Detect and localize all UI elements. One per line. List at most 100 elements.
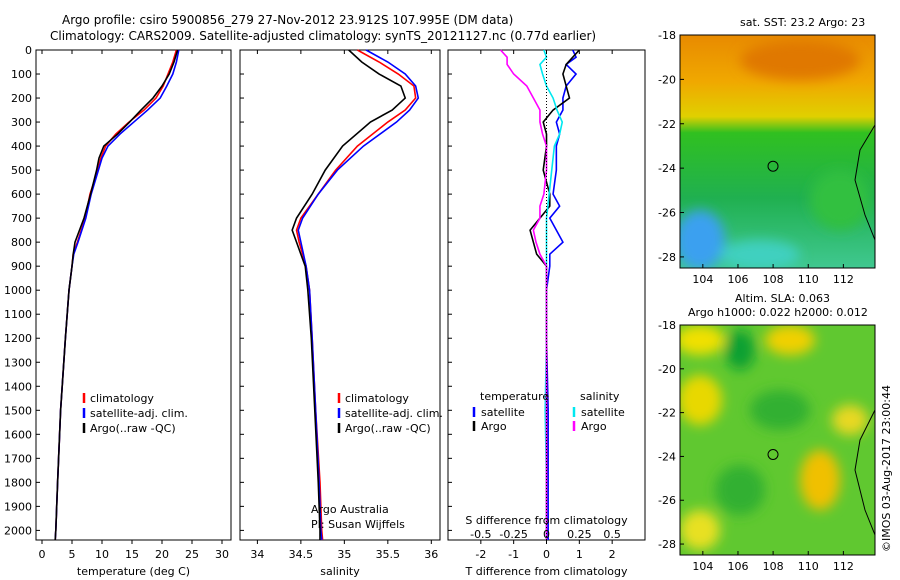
x2-tick-label: 0.25 [567, 528, 592, 541]
x-tick-label: 25 [185, 548, 199, 561]
map-y-tick-label: -18 [658, 29, 676, 42]
sla-map-subtitle: Argo h1000: 0.022 h2000: 0.012 [688, 306, 868, 319]
legend-label: satellite-adj. clim. [90, 407, 188, 420]
y-tick-label: 1100 [4, 308, 32, 321]
y-tick-label: 1900 [4, 500, 32, 513]
y-tick-label: 0 [25, 44, 32, 57]
credit-text: ©IMOS 03-Aug-2017 23:00:44 [880, 385, 893, 552]
map-x-tick-label: 112 [833, 560, 854, 573]
x2-tick-label: -0.5 [470, 528, 491, 541]
sla-map [680, 325, 875, 555]
map-x-tick-label: 108 [763, 273, 784, 286]
map-y-tick-label: -22 [658, 407, 676, 420]
x2-tick-label: -0.25 [499, 528, 527, 541]
legend-label: Argo [581, 420, 607, 433]
x-tick-label: 36 [424, 548, 438, 561]
map-x-tick-label: 110 [798, 560, 819, 573]
x-tick-label: 35 [337, 548, 351, 561]
x-tick-label: 5 [69, 548, 76, 561]
x-tick-label: 0 [39, 548, 46, 561]
map-frame [679, 324, 876, 556]
x-axis-label: salinity [320, 565, 360, 578]
legend-label: Argo(..raw -QC) [345, 422, 431, 435]
argo-location-marker [767, 160, 779, 172]
x-tick-label: 10 [95, 548, 109, 561]
map-y-tick-label: -28 [658, 251, 676, 264]
map-y-tick-label: -18 [658, 319, 676, 332]
series-line-climatology [295, 49, 417, 541]
y-tick-label: 1600 [4, 428, 32, 441]
y-tick-label: 600 [11, 188, 32, 201]
x2-tick-label: 0.5 [603, 528, 621, 541]
x-axis-label: T difference from climatology [465, 565, 628, 578]
x-tick-label: 0 [543, 548, 550, 561]
panel-1-frame [35, 49, 232, 541]
map-x-tick-label: 108 [763, 560, 784, 573]
map-y-tick-label: -26 [658, 207, 676, 220]
title-line-1: Argo profile: csiro 5900856_279 27-Nov-2… [62, 13, 514, 27]
legend-label: climatology [90, 392, 154, 405]
map-x-tick-label: 112 [833, 273, 854, 286]
map-y-tick-label: -24 [658, 162, 676, 175]
series-line-temperature-argo [529, 49, 580, 540]
map-y-tick-label: -22 [658, 118, 676, 131]
x-tick-label: -2 [475, 548, 486, 561]
y-tick-label: 1800 [4, 476, 32, 489]
x-tick-label: 34.5 [289, 548, 314, 561]
series-line-salinity-argo [499, 49, 548, 540]
map-x-tick-label: 104 [692, 273, 713, 286]
map-y-tick-label: -26 [658, 494, 676, 507]
legend-header-temperature: temperature [480, 390, 549, 403]
y-tick-label: 700 [11, 212, 32, 225]
sst-map [680, 35, 875, 268]
map-x-tick-label: 104 [692, 560, 713, 573]
annotation-argo-australia: Argo Australia [311, 503, 389, 516]
y-tick-label: 800 [11, 236, 32, 249]
y-tick-label: 2000 [4, 524, 32, 537]
map-y-tick-label: -28 [658, 538, 676, 551]
sla-map-title: Altim. SLA: 0.063 [735, 292, 831, 305]
sst-map-title: sat. SST: 23.2 Argo: 23 [740, 16, 866, 29]
panel-2-frame [239, 49, 441, 541]
title-line-2: Climatology: CARS2009. Satellite-adjuste… [50, 29, 597, 43]
y-tick-label: 1000 [4, 284, 32, 297]
map-y-tick-label: -20 [658, 363, 676, 376]
y-tick-label: 200 [11, 92, 32, 105]
legend-label: Argo(..raw -QC) [90, 422, 176, 435]
x-tick-label: 30 [215, 548, 229, 561]
map-x-tick-label: 106 [727, 560, 748, 573]
y-tick-label: 300 [11, 116, 32, 129]
legend-label: satellite [581, 406, 625, 419]
y-tick-label: 100 [11, 68, 32, 81]
y-tick-label: 1500 [4, 404, 32, 417]
map-frame [679, 34, 876, 269]
series-line-argo-raw-qc- [291, 49, 407, 540]
legend-label: Argo [481, 420, 507, 433]
y-tick-label: 1400 [4, 380, 32, 393]
map-x-tick-label: 110 [798, 273, 819, 286]
legend-label: satellite [481, 406, 525, 419]
argo-location-marker [767, 449, 779, 461]
y-tick-label: 500 [11, 164, 32, 177]
x-tick-label: 2 [609, 548, 616, 561]
legend-header-salinity: salinity [580, 390, 620, 403]
map-y-tick-label: -20 [658, 73, 676, 86]
x-tick-label: 1 [576, 548, 583, 561]
y-tick-label: 1200 [4, 332, 32, 345]
x2-tick-label: 0 [543, 528, 550, 541]
x2-axis-label: S difference from climatology [465, 514, 628, 527]
series-line-satellite-adj-clim- [297, 49, 420, 541]
annotation-pi: PI: Susan Wijffels [311, 518, 405, 531]
series-line-climatology [54, 49, 178, 541]
map-y-tick-label: -24 [658, 450, 676, 463]
map-x-tick-label: 106 [727, 273, 748, 286]
y-tick-label: 400 [11, 140, 32, 153]
x-tick-label: 15 [125, 548, 139, 561]
x-tick-label: 20 [155, 548, 169, 561]
y-tick-label: 1700 [4, 452, 32, 465]
series-line-argo-raw-qc- [54, 49, 179, 541]
series-line-satellite-adj-clim- [54, 49, 180, 541]
x-tick-label: -1 [508, 548, 519, 561]
